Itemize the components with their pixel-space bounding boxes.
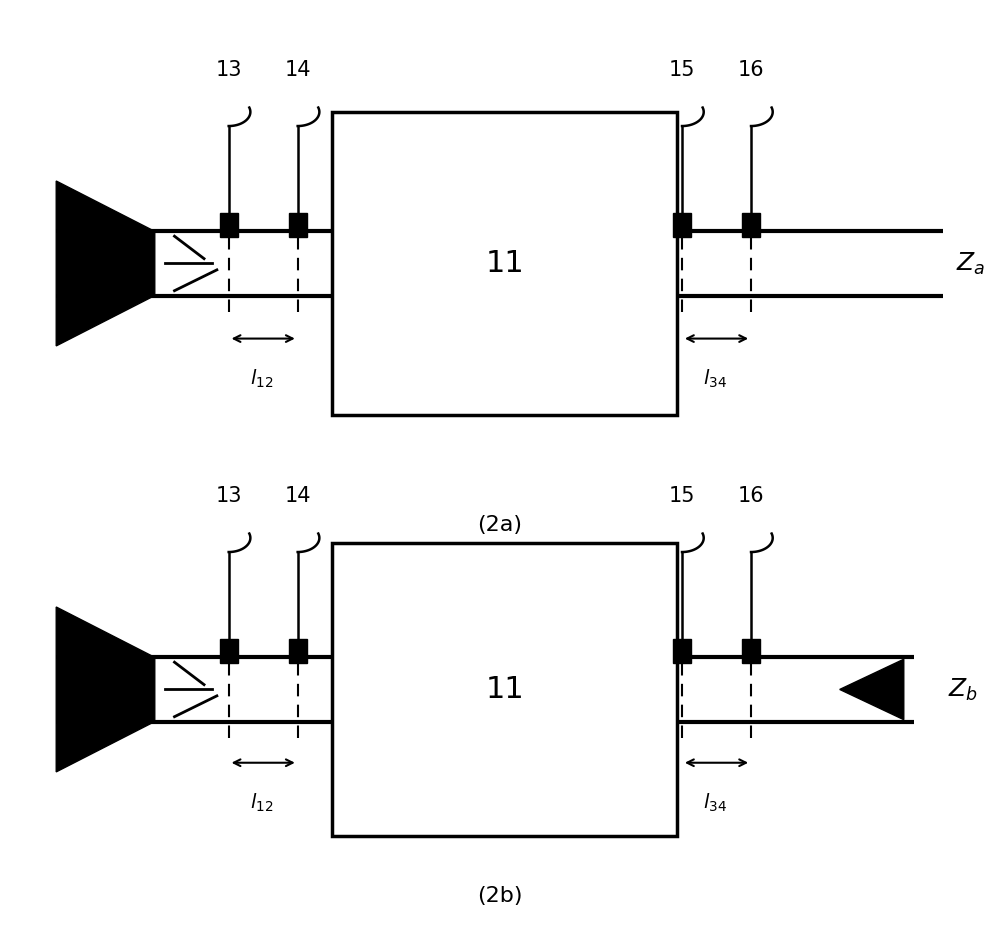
- Bar: [289, 213, 307, 237]
- Text: 14: 14: [284, 486, 311, 506]
- Text: 11: 11: [485, 675, 524, 704]
- Text: $l_{12}$: $l_{12}$: [250, 792, 273, 815]
- Polygon shape: [56, 181, 155, 346]
- Bar: [332, 543, 677, 836]
- Bar: [742, 213, 760, 237]
- Text: 11: 11: [485, 249, 524, 278]
- Text: $Z_a$: $Z_a$: [956, 250, 985, 276]
- Text: $l_{12}$: $l_{12}$: [250, 368, 273, 391]
- Text: $Z_b$: $Z_b$: [948, 676, 978, 702]
- Polygon shape: [840, 659, 904, 720]
- Text: 13: 13: [215, 60, 242, 80]
- Text: 15: 15: [669, 486, 695, 506]
- Text: $l_{34}$: $l_{34}$: [703, 368, 727, 391]
- Text: 14: 14: [284, 60, 311, 80]
- Bar: [332, 113, 677, 415]
- Text: $l_{34}$: $l_{34}$: [703, 792, 727, 815]
- Bar: [220, 639, 238, 663]
- Text: (2a): (2a): [477, 514, 522, 535]
- Bar: [56, 658, 914, 722]
- Bar: [673, 639, 691, 663]
- Bar: [56, 232, 943, 296]
- Polygon shape: [56, 607, 155, 772]
- Text: 16: 16: [738, 60, 764, 80]
- Bar: [742, 639, 760, 663]
- Text: 13: 13: [215, 486, 242, 506]
- Bar: [673, 213, 691, 237]
- Bar: [220, 213, 238, 237]
- Text: 16: 16: [738, 486, 764, 506]
- Text: 15: 15: [669, 60, 695, 80]
- Text: (2b): (2b): [477, 885, 522, 906]
- Bar: [289, 639, 307, 663]
